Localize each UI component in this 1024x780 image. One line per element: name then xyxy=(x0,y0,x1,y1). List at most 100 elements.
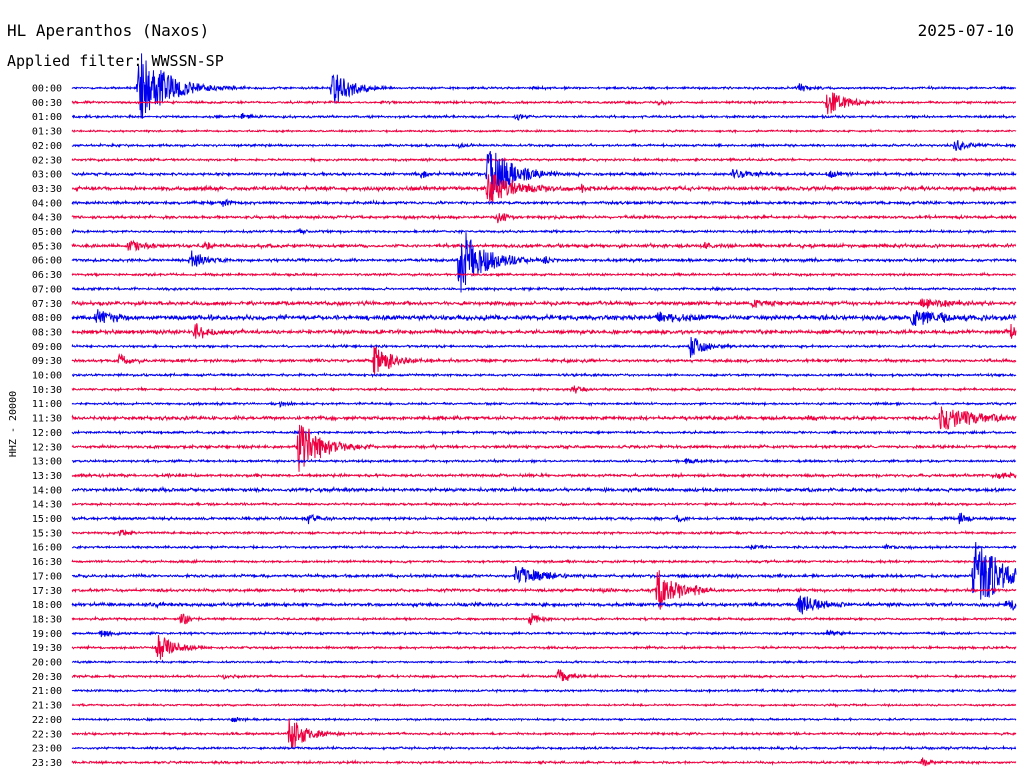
row-time-label: 03:30 xyxy=(32,184,62,195)
trace-line xyxy=(71,424,1017,472)
trace-line xyxy=(71,298,1017,310)
row-time-label: 05:00 xyxy=(32,227,62,238)
row-time-label: 20:30 xyxy=(32,672,62,683)
trace-rows: 00:00 00:30 01:00 01:30 02:00 02:30 03:00 03:30… xyxy=(32,53,1017,769)
row-time-label: 01:30 xyxy=(32,127,62,138)
row-time-label: 14:00 xyxy=(32,485,62,496)
y-axis-label: HHZ - 20000 xyxy=(8,391,19,457)
trace-line xyxy=(71,669,1017,682)
trace-line xyxy=(71,385,1017,394)
row-time-label: 10:00 xyxy=(32,371,62,382)
trace-line xyxy=(71,744,1017,752)
row-time-label: 13:00 xyxy=(32,457,62,468)
trace-line xyxy=(71,543,1017,551)
trace-line xyxy=(71,346,1017,376)
trace-line xyxy=(71,570,1017,610)
trace-line xyxy=(71,429,1017,436)
trace-line xyxy=(71,613,1017,626)
trace-line xyxy=(71,228,1017,236)
row-time-label: 09:30 xyxy=(32,356,62,367)
trace-line xyxy=(71,309,1017,326)
row-time-label: 21:30 xyxy=(32,701,62,712)
filter-label: Applied filter: WWSSN-SP xyxy=(7,52,224,70)
row-time-label: 05:30 xyxy=(32,241,62,252)
station-title: HL Aperanthos (Naxos) xyxy=(7,21,209,40)
trace-line xyxy=(71,174,1017,202)
trace-line xyxy=(71,501,1017,508)
row-time-label: 19:30 xyxy=(32,643,62,654)
row-time-label: 19:00 xyxy=(32,629,62,640)
trace-line xyxy=(71,53,1017,119)
trace-line xyxy=(71,558,1017,565)
row-time-label: 10:30 xyxy=(32,385,62,396)
trace-line xyxy=(71,485,1017,494)
row-time-label: 00:00 xyxy=(32,84,62,95)
trace-line xyxy=(71,198,1017,207)
trace-line xyxy=(71,595,1017,615)
trace-line xyxy=(71,156,1017,163)
trace-line xyxy=(71,529,1017,537)
row-time-label: 20:00 xyxy=(32,658,62,669)
trace-line xyxy=(71,400,1017,409)
row-time-label: 12:30 xyxy=(32,442,62,453)
trace-line xyxy=(71,687,1017,694)
trace-line xyxy=(71,757,1017,767)
row-time-label: 17:00 xyxy=(32,571,62,582)
trace-line xyxy=(71,371,1017,379)
row-time-label: 07:30 xyxy=(32,299,62,310)
row-time-label: 06:30 xyxy=(32,270,62,281)
row-time-label: 22:00 xyxy=(32,715,62,726)
row-time-label: 00:30 xyxy=(32,98,62,109)
row-time-label: 21:00 xyxy=(32,686,62,697)
row-time-label: 09:00 xyxy=(32,342,62,353)
trace-line xyxy=(71,629,1017,638)
trace-line xyxy=(71,271,1017,278)
trace-line xyxy=(71,406,1017,430)
trace-line xyxy=(71,336,1017,358)
row-time-label: 01:00 xyxy=(32,112,62,123)
row-time-label: 06:00 xyxy=(32,256,62,267)
row-time-label: 16:00 xyxy=(32,543,62,554)
trace-line xyxy=(71,457,1017,465)
row-time-label: 04:00 xyxy=(32,198,62,209)
trace-line xyxy=(71,112,1017,121)
trace-line xyxy=(71,471,1017,480)
row-time-label: 17:30 xyxy=(32,586,62,597)
row-time-label: 13:30 xyxy=(32,471,62,482)
row-time-label: 15:30 xyxy=(32,528,62,539)
row-time-label: 07:00 xyxy=(32,284,62,295)
row-time-label: 22:30 xyxy=(32,729,62,740)
trace-line xyxy=(71,151,1017,197)
plot-date: 2025-07-10 xyxy=(918,21,1014,40)
row-time-label: 18:30 xyxy=(32,614,62,625)
trace-line xyxy=(71,718,1017,749)
row-time-label: 02:00 xyxy=(32,141,62,152)
row-time-label: 23:30 xyxy=(32,758,62,769)
trace-line xyxy=(71,542,1017,600)
row-time-label: 18:00 xyxy=(32,600,62,611)
trace-line xyxy=(71,659,1017,665)
row-time-label: 14:30 xyxy=(32,500,62,511)
row-time-label: 11:00 xyxy=(32,399,62,410)
trace-line xyxy=(71,239,1017,252)
trace-line xyxy=(71,140,1017,151)
row-time-label: 11:30 xyxy=(32,414,62,425)
row-time-label: 08:30 xyxy=(32,327,62,338)
trace-line xyxy=(71,512,1017,525)
trace-line xyxy=(71,716,1017,723)
row-time-label: 23:00 xyxy=(32,744,62,755)
trace-line xyxy=(71,635,1017,660)
trace-line xyxy=(71,213,1017,224)
trace-line xyxy=(71,323,1017,339)
row-time-label: 02:30 xyxy=(32,155,62,166)
trace-line xyxy=(71,232,1017,293)
row-time-label: 15:00 xyxy=(32,514,62,525)
row-time-label: 12:00 xyxy=(32,428,62,439)
trace-line xyxy=(71,92,1017,115)
row-time-label: 08:00 xyxy=(32,313,62,324)
row-time-label: 16:30 xyxy=(32,557,62,568)
trace-line xyxy=(71,702,1017,708)
trace-line xyxy=(71,285,1017,293)
row-time-label: 03:00 xyxy=(32,170,62,181)
